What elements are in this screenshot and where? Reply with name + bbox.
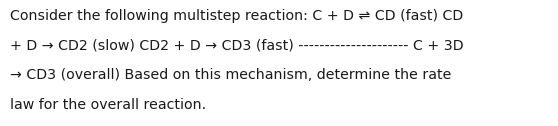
Text: → CD3 (overall) Based on this mechanism, determine the rate: → CD3 (overall) Based on this mechanism,… xyxy=(10,68,451,82)
Text: law for the overall reaction.: law for the overall reaction. xyxy=(10,98,206,112)
Text: Consider the following multistep reaction: C + D ⇌ CD (fast) CD: Consider the following multistep reactio… xyxy=(10,9,463,23)
Text: + D → CD2 (slow) CD2 + D → CD3 (fast) --------------------- C + 3D: + D → CD2 (slow) CD2 + D → CD3 (fast) --… xyxy=(10,38,464,52)
